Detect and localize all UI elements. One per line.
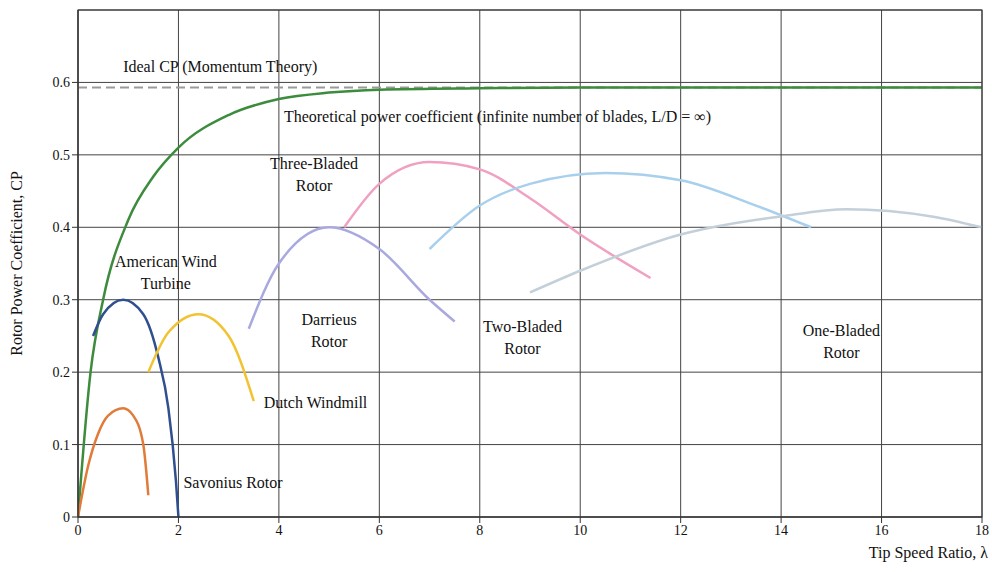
svg-text:10: 10 — [573, 523, 587, 538]
svg-text:16: 16 — [875, 523, 889, 538]
svg-text:14: 14 — [774, 523, 788, 538]
svg-text:DarrieusRotor: DarrieusRotor — [302, 311, 357, 350]
svg-text:Two-BladedRotor: Two-BladedRotor — [483, 318, 562, 357]
svg-text:0.4: 0.4 — [53, 220, 71, 235]
svg-text:0.1: 0.1 — [53, 438, 71, 453]
svg-text:2: 2 — [175, 523, 182, 538]
svg-text:0.5: 0.5 — [53, 148, 71, 163]
svg-text:One-BladedRotor: One-BladedRotor — [803, 322, 880, 361]
svg-text:18: 18 — [975, 523, 989, 538]
svg-text:Rotor Power Coefficient, CP: Rotor Power Coefficient, CP — [8, 171, 25, 356]
svg-text:Savonius Rotor: Savonius Rotor — [183, 474, 283, 491]
svg-text:Three-BladedRotor: Three-BladedRotor — [270, 155, 358, 194]
svg-text:0.3: 0.3 — [53, 293, 71, 308]
svg-text:8: 8 — [476, 523, 483, 538]
svg-text:6: 6 — [376, 523, 383, 538]
svg-text:Ideal CP (Momentum Theory): Ideal CP (Momentum Theory) — [123, 58, 317, 76]
svg-text:0: 0 — [63, 510, 70, 525]
svg-text:0.2: 0.2 — [53, 365, 71, 380]
svg-text:0.6: 0.6 — [53, 75, 71, 90]
svg-text:12: 12 — [674, 523, 688, 538]
svg-text:4: 4 — [275, 523, 282, 538]
svg-text:American WindTurbine: American WindTurbine — [115, 253, 217, 292]
svg-text:Dutch Windmill: Dutch Windmill — [264, 394, 368, 411]
svg-text:Theoretical power coefficient: Theoretical power coefficient (infinite … — [284, 108, 711, 126]
svg-text:0: 0 — [75, 523, 82, 538]
svg-text:Tip Speed Ratio, λ: Tip Speed Ratio, λ — [869, 544, 988, 562]
